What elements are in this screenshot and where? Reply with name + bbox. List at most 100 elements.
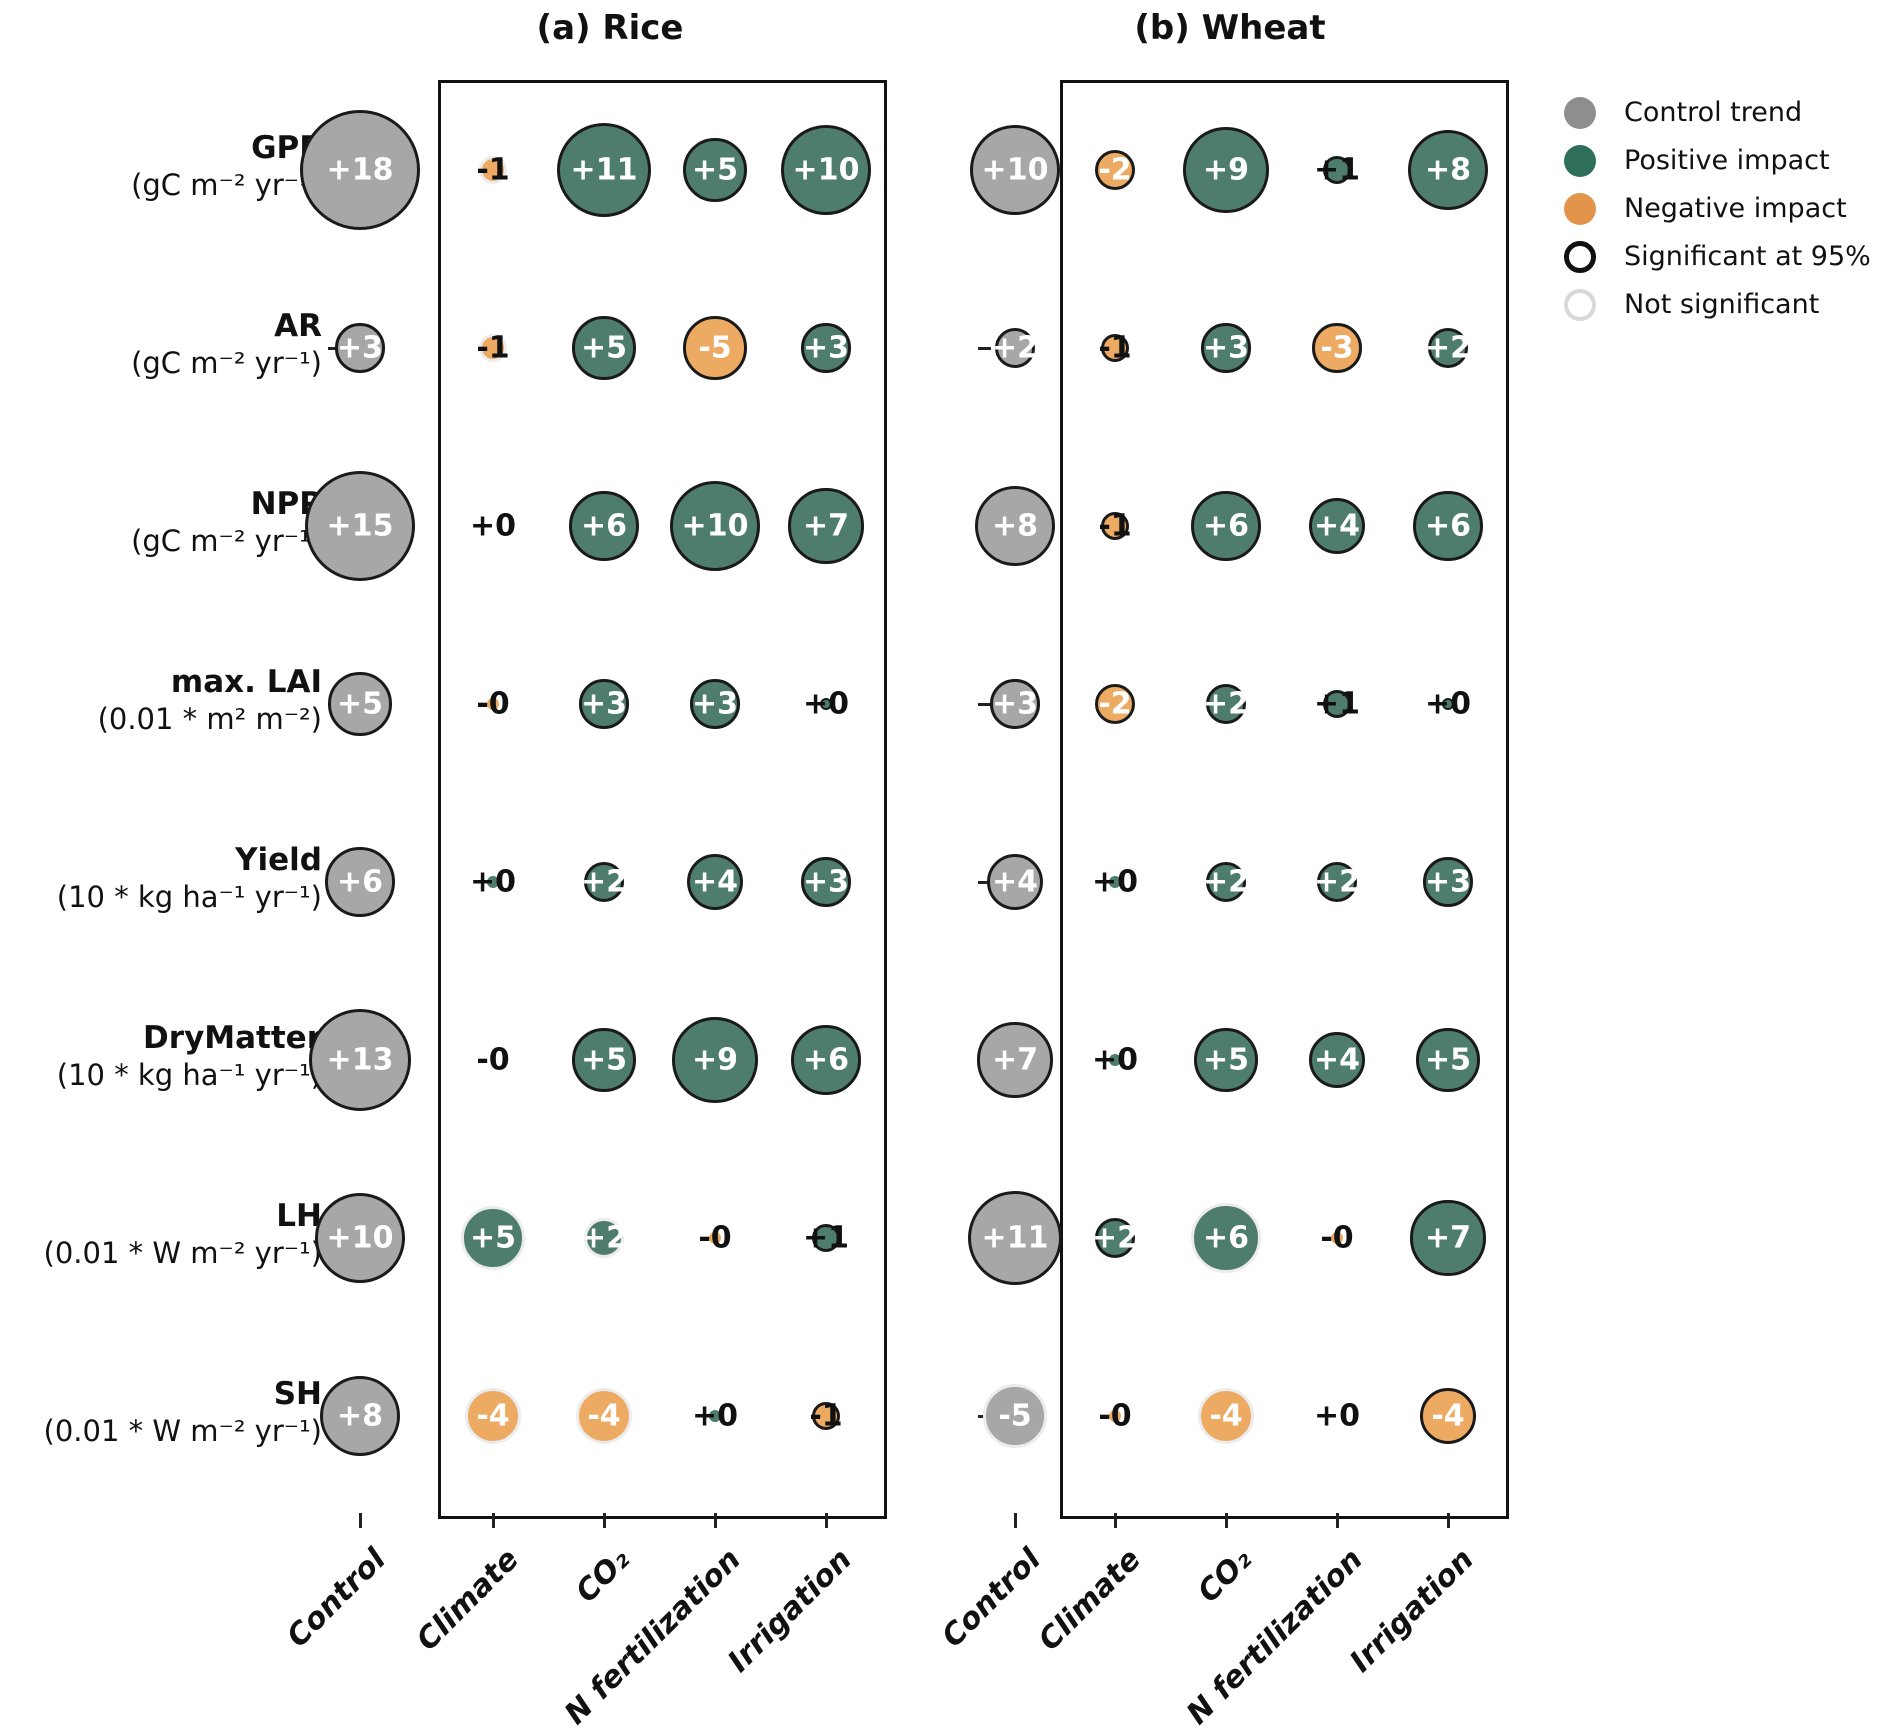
- row-label-gpp: GPP (gC m⁻² yr⁻¹): [0, 130, 322, 204]
- cell-rice-gpp-irrigation-value: +10: [792, 152, 860, 188]
- cell-wheat-npp-climate-value: -1: [1098, 508, 1132, 544]
- bubble-rice-sh-irrigation: [811, 1401, 841, 1431]
- row-label-name: DryMatter: [143, 1020, 322, 1056]
- legend-dot-icon: [1564, 193, 1596, 225]
- cell-rice-npp-climate-value: +0: [469, 508, 517, 544]
- bubble-rice-drymatter-co-: [572, 1028, 636, 1092]
- row-label-unit: (gC m⁻² yr⁻¹): [131, 524, 322, 558]
- row-label-name: NPP: [250, 486, 322, 522]
- cell-wheat-drymatter-irrigation-value: +5: [1424, 1042, 1472, 1078]
- cell-wheat-lh-control-value: +11: [981, 1220, 1049, 1256]
- bubble-rice-drymatter-irrigation: [791, 1025, 861, 1095]
- bubble-rice-sh-n-fertilization: [709, 1410, 721, 1422]
- row-label-name: Yield: [235, 842, 322, 878]
- xtick-rice-climate: [492, 1513, 495, 1528]
- bubble-wheat-max-lai-control: [990, 679, 1040, 729]
- cell-rice-max-lai-climate-value: -0: [476, 686, 510, 722]
- bubble-wheat-yield-n-fertilization: [1316, 861, 1358, 903]
- bubble-rice-yield-n-fertilization: [686, 853, 744, 911]
- cell-rice-lh-irrigation-value: +1: [802, 1220, 850, 1256]
- bubble-wheat-npp-n-fertilization: [1308, 497, 1366, 555]
- cell-rice-yield-irrigation-value: +3: [802, 864, 850, 900]
- cell-wheat-gpp-climate-value: -2: [1098, 152, 1132, 188]
- xtick-wheat-climate: [1114, 1513, 1117, 1528]
- bubble-wheat-ar-n-fertilization: [1312, 323, 1362, 373]
- row-label-max-lai: max. LAI (0.01 * m² m⁻²): [0, 664, 322, 738]
- cell-rice-gpp-climate-value: -1: [476, 152, 510, 188]
- cell-rice-max-lai-n-fertilization-value: +3: [691, 686, 739, 722]
- bubble-wheat-ar-control: [994, 327, 1036, 369]
- cell-wheat-yield-co--value: +2: [1202, 864, 1250, 900]
- ytick-wheat-yield: [978, 881, 991, 884]
- bubble-wheat-gpp-co-: [1183, 127, 1269, 213]
- legend-dot-icon: [1564, 145, 1596, 177]
- bubble-rice-gpp-irrigation: [781, 125, 871, 215]
- row-label-drymatter: DryMatter (10 * kg ha⁻¹ yr⁻¹): [0, 1020, 322, 1094]
- cell-rice-sh-control-value: +8: [336, 1398, 384, 1434]
- cell-wheat-max-lai-control-value: +3: [991, 686, 1039, 722]
- cell-wheat-yield-climate-value: +0: [1091, 864, 1139, 900]
- row-label-unit: (0.01 * m² m⁻²): [97, 702, 322, 736]
- legend-item-not-significant: Not significant: [1560, 288, 1890, 322]
- cell-wheat-drymatter-n-fertilization-value: +4: [1313, 1042, 1361, 1078]
- cell-rice-sh-n-fertilization-value: +0: [691, 1398, 739, 1434]
- cell-wheat-lh-climate-value: +2: [1091, 1220, 1139, 1256]
- legend-item-significant-at-95-: Significant at 95%: [1560, 240, 1890, 274]
- cell-wheat-sh-co--value: -4: [1209, 1398, 1243, 1434]
- legend-item-negative-impact: Negative impact: [1560, 192, 1890, 226]
- cell-wheat-drymatter-climate-value: +0: [1091, 1042, 1139, 1078]
- bubble-wheat-yield-control: [986, 853, 1044, 911]
- bubble-wheat-sh-climate: [1109, 1410, 1121, 1422]
- bubble-rice-npp-irrigation: [788, 488, 864, 564]
- legend-label: Not significant: [1624, 289, 1820, 320]
- bubble-wheat-gpp-climate: [1094, 149, 1136, 191]
- bubble-wheat-ar-climate: [1100, 333, 1130, 363]
- cell-wheat-sh-climate-value: -0: [1098, 1398, 1132, 1434]
- bubble-rice-npp-control: [305, 471, 415, 581]
- bubble-rice-gpp-n-fertilization: [683, 138, 747, 202]
- row-label-unit: (10 * kg ha⁻¹ yr⁻¹): [56, 880, 322, 914]
- cell-rice-yield-control-value: +6: [336, 864, 384, 900]
- bubble-wheat-drymatter-climate: [1109, 1054, 1121, 1066]
- cell-wheat-max-lai-irrigation-value: +0: [1424, 686, 1472, 722]
- cell-wheat-yield-control-value: +4: [991, 864, 1039, 900]
- bubble-rice-gpp-climate: [478, 155, 508, 185]
- cell-rice-npp-co--value: +6: [580, 508, 628, 544]
- cell-wheat-ar-co--value: +3: [1202, 330, 1250, 366]
- panel-box-rice: [438, 80, 887, 1519]
- bubble-rice-yield-climate: [487, 876, 499, 888]
- cell-wheat-ar-n-fertilization-value: -3: [1320, 330, 1354, 366]
- ytick-wheat-ar: [978, 347, 991, 350]
- cell-rice-yield-n-fertilization-value: +4: [691, 864, 739, 900]
- cell-wheat-gpp-control-value: +10: [981, 152, 1049, 188]
- legend-item-positive-impact: Positive impact: [1560, 144, 1890, 178]
- bubble-wheat-lh-co-: [1191, 1203, 1261, 1273]
- cell-wheat-yield-irrigation-value: +3: [1424, 864, 1472, 900]
- cell-rice-yield-climate-value: +0: [469, 864, 517, 900]
- cell-rice-drymatter-n-fertilization-value: +9: [691, 1042, 739, 1078]
- cell-wheat-ar-control-value: +2: [991, 330, 1039, 366]
- bubble-wheat-lh-n-fertilization: [1331, 1232, 1343, 1244]
- row-label-unit: (10 * kg ha⁻¹ yr⁻¹): [56, 1058, 322, 1092]
- bubble-rice-lh-n-fertilization: [709, 1232, 721, 1244]
- cell-rice-max-lai-co--value: +3: [580, 686, 628, 722]
- bubble-wheat-drymatter-irrigation: [1416, 1028, 1480, 1092]
- cell-wheat-yield-n-fertilization-value: +2: [1313, 864, 1361, 900]
- cell-rice-lh-n-fertilization-value: -0: [698, 1220, 732, 1256]
- cell-rice-drymatter-control-value: +13: [326, 1042, 394, 1078]
- bubble-wheat-yield-irrigation: [1423, 857, 1473, 907]
- ytick-rice-ar: [328, 347, 341, 350]
- xtick-wheat-control: [1014, 1513, 1017, 1528]
- bubble-wheat-max-lai-irrigation: [1442, 698, 1454, 710]
- legend-ring-icon: [1564, 289, 1596, 321]
- row-label-name: SH: [273, 1376, 322, 1412]
- bubble-rice-ar-n-fertilization: [683, 316, 747, 380]
- cell-wheat-npp-co--value: +6: [1202, 508, 1250, 544]
- cell-rice-lh-climate-value: +5: [469, 1220, 517, 1256]
- bubble-wheat-max-lai-co-: [1205, 683, 1247, 725]
- bubble-rice-lh-climate: [461, 1206, 525, 1270]
- cell-rice-ar-control-value: +3: [336, 330, 384, 366]
- cell-wheat-sh-n-fertilization-value: +0: [1313, 1398, 1361, 1434]
- bubble-rice-drymatter-n-fertilization: [672, 1017, 758, 1103]
